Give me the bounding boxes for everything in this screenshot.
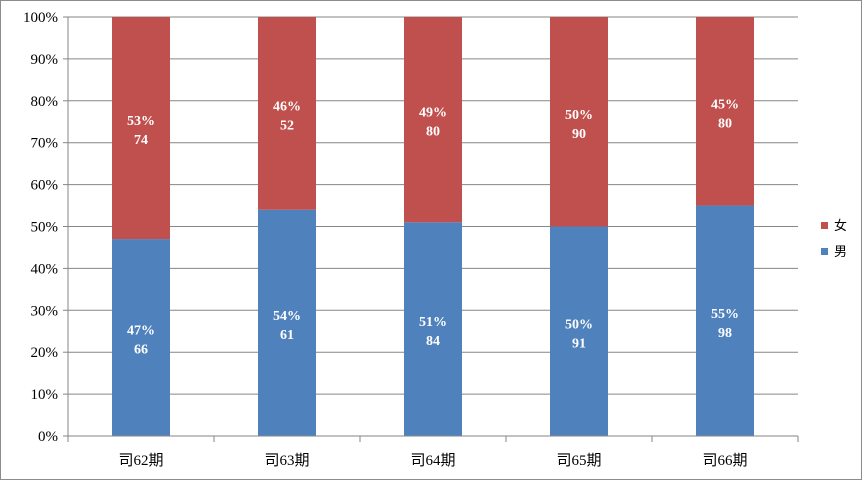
data-label-count: 91 (572, 336, 586, 351)
x-category-label: 司66期 (702, 452, 747, 469)
data-label-count: 52 (280, 118, 294, 133)
y-tick-label: 50% (31, 220, 59, 236)
y-tick-label: 70% (31, 136, 59, 152)
data-label-count: 80 (718, 116, 732, 131)
y-tick-label: 30% (31, 303, 59, 319)
data-label-count: 80 (426, 125, 440, 140)
y-tick-label: 0% (38, 429, 58, 445)
y-tick-label: 40% (31, 261, 59, 277)
bar-segment (550, 226, 608, 436)
legend-swatch (821, 222, 828, 229)
x-category-label: 司62期 (118, 452, 163, 469)
bar-segment (696, 205, 754, 436)
bar-segment (112, 239, 170, 436)
bar-segment (404, 17, 462, 223)
y-tick-label: 80% (31, 94, 59, 110)
y-tick-label: 90% (31, 52, 59, 68)
data-label-percent: 49% (419, 106, 447, 121)
data-label-count: 74 (134, 133, 148, 148)
data-label-count: 61 (280, 328, 294, 343)
axes: 0% 10% 20% 30% 40% 50% 60% 70% 80% 90% 100% 司62期 司63… (23, 10, 799, 469)
x-category-label: 司63期 (264, 452, 309, 469)
y-tick-label: 20% (31, 345, 59, 361)
y-tick-label: 10% (31, 387, 59, 403)
bar-segment (404, 222, 462, 436)
data-label-percent: 50% (565, 317, 593, 332)
data-label-percent: 53% (127, 114, 155, 129)
y-tick-label: 60% (31, 178, 59, 194)
bar-segment (258, 209, 316, 436)
bar-segment (258, 17, 316, 210)
data-label-percent: 55% (711, 307, 739, 322)
data-label-count: 84 (426, 334, 440, 349)
legend: 女男 (821, 218, 847, 259)
data-label-percent: 54% (273, 309, 301, 324)
legend-swatch (821, 248, 828, 255)
data-label-count: 90 (572, 127, 586, 142)
x-category-label: 司65期 (556, 452, 601, 469)
data-label-count: 66 (134, 343, 148, 358)
data-labels: 47% 66 53% 74 54% 61 46% 52 51% 84 49% 80 50% 91 50% 90… (127, 97, 739, 357)
data-label-count: 98 (718, 326, 732, 341)
data-label-percent: 51% (419, 315, 447, 330)
bar-segment (550, 17, 608, 227)
data-label-percent: 45% (711, 97, 739, 112)
legend-label: 女 (834, 218, 847, 233)
bars (112, 17, 754, 436)
data-label-percent: 47% (127, 324, 155, 339)
data-label-percent: 50% (565, 108, 593, 123)
x-category-label: 司64期 (410, 452, 455, 469)
bar-segment (696, 17, 754, 206)
legend-label: 男 (834, 244, 847, 259)
bar-segment (112, 17, 170, 240)
y-tick-label: 100% (23, 10, 58, 26)
data-label-percent: 46% (273, 99, 301, 114)
